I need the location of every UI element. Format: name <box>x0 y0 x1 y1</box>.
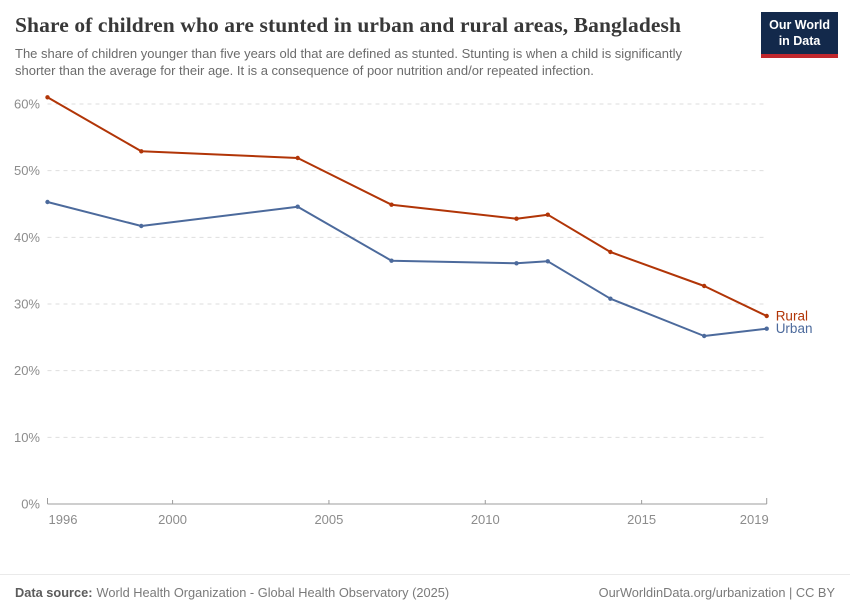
owid-logo-line1: Our World <box>769 18 830 32</box>
chart-title: Share of children who are stunted in urb… <box>15 13 682 37</box>
y-axis-tick-label: 30% <box>14 296 40 311</box>
gridlines: 0% 10% 20% 30% 40% 50% 60% <box>14 96 767 511</box>
data-point[interactable] <box>295 155 300 161</box>
data-point[interactable] <box>514 260 519 266</box>
data-point[interactable] <box>389 258 394 263</box>
series-line-rural[interactable] <box>46 96 768 317</box>
chart-subtitle: The share of children younger than five … <box>15 46 682 79</box>
license-link[interactable]: OurWorldinData.org/urbanization | CC BY <box>598 585 835 600</box>
series-rural[interactable]: Rural <box>45 94 808 323</box>
data-source-label: Data source: <box>15 585 93 600</box>
series-urban[interactable]: Urban <box>45 199 813 339</box>
data-point[interactable] <box>389 202 394 207</box>
data-point[interactable] <box>702 283 707 289</box>
data-point[interactable] <box>295 204 300 209</box>
data-point[interactable] <box>514 216 519 221</box>
data-point[interactable] <box>702 333 707 339</box>
x-axis-tick-label: 2010 <box>471 512 500 527</box>
data-point[interactable] <box>139 148 144 154</box>
chart-area: 0% 10% 20% 30% 40% 50% 60% 1996 2000 2005 2010 2015… <box>0 82 850 537</box>
owid-logo-line2: in Data <box>778 34 821 48</box>
x-axis-tick-label: 2015 <box>627 512 656 527</box>
y-axis-tick-label: 20% <box>14 363 40 378</box>
data-point[interactable] <box>608 249 613 255</box>
y-axis-tick-label: 40% <box>14 230 40 245</box>
series-label-urban: Urban <box>776 321 813 336</box>
data-point[interactable] <box>45 199 50 205</box>
chart-header: Share of children who are stunted in urb… <box>0 0 850 80</box>
data-point[interactable] <box>764 313 769 319</box>
data-source-text: World Health Organization - Global Healt… <box>96 585 450 600</box>
y-axis-tick-label: 60% <box>14 96 40 111</box>
series-label-rural: Rural <box>776 308 808 323</box>
x-axis-tick-label: 1996 <box>49 512 78 527</box>
chart-footer: Data source: World Health Organization - … <box>0 574 850 600</box>
y-axis-tick-label: 0% <box>21 496 40 511</box>
data-point[interactable] <box>139 223 144 229</box>
data-source: Data source: World Health Organization - … <box>15 585 449 600</box>
y-axis-tick-label: 10% <box>14 430 40 445</box>
y-axis-tick-label: 50% <box>14 163 40 178</box>
data-point[interactable] <box>545 258 550 264</box>
x-axis: 1996 2000 2005 2010 2015 2019 <box>47 497 769 527</box>
data-point[interactable] <box>45 94 50 100</box>
x-axis-tick-label: 2005 <box>314 512 343 527</box>
owid-logo[interactable]: Our World in Data <box>761 12 838 58</box>
data-point[interactable] <box>764 326 769 331</box>
data-point[interactable] <box>608 296 613 301</box>
data-point[interactable] <box>545 212 550 217</box>
line-chart[interactable]: 0% 10% 20% 30% 40% 50% 60% 1996 2000 2005 2010 2015… <box>0 82 850 532</box>
x-axis-tick-label: 2000 <box>158 512 187 527</box>
x-axis-tick-label: 2019 <box>740 512 769 527</box>
